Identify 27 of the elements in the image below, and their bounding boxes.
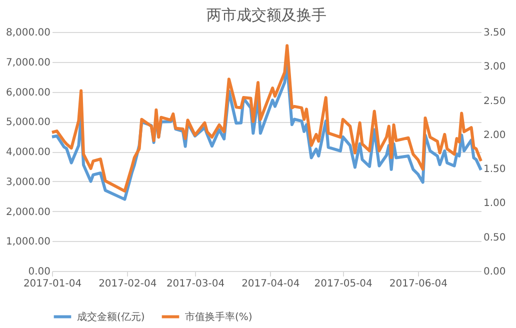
x-tick-label: 2017-02-04 bbox=[98, 278, 157, 290]
y-tick-label: 0.00 bbox=[28, 266, 50, 278]
y2-tick-label: 1.50 bbox=[484, 164, 506, 176]
y2-tick-label: 2.00 bbox=[484, 130, 506, 141]
legend-label: 市值换手率(%) bbox=[185, 310, 252, 323]
y-tick-label: 4,000.00 bbox=[6, 147, 50, 158]
y-tick-label: 8,000.00 bbox=[6, 28, 50, 38]
y-tick-label: 2,000.00 bbox=[6, 206, 50, 218]
x-tick-label: 2017-03-04 bbox=[166, 278, 225, 290]
y2-tick-label: 0.50 bbox=[484, 232, 506, 244]
x-tick-label: 2017-01-04 bbox=[23, 278, 82, 290]
y-tick-label: 1,000.00 bbox=[6, 236, 50, 248]
line-series bbox=[50, 44, 482, 193]
y2-tick-label: 3.00 bbox=[484, 62, 506, 73]
y-tick-label: 5,000.00 bbox=[6, 117, 50, 128]
x-tick-label: 2017-06-04 bbox=[389, 278, 448, 290]
x-tick-label: 2017-04-04 bbox=[242, 278, 300, 290]
chart-title: 两市成交额及换手 bbox=[206, 6, 326, 24]
y2-tick-label: 3.50 bbox=[484, 28, 506, 38]
y-tick-label: 3,000.00 bbox=[6, 176, 50, 188]
legend-label: 成交金额(亿元) bbox=[77, 310, 145, 323]
y-tick-label: 6,000.00 bbox=[6, 87, 50, 98]
x-tick-label: 2017-05-04 bbox=[314, 278, 372, 290]
y2-tick-label: 1.00 bbox=[484, 198, 506, 210]
y2-tick-label: 0.00 bbox=[484, 266, 506, 278]
y-tick-label: 7,000.00 bbox=[6, 57, 50, 68]
y2-tick-label: 2.50 bbox=[484, 96, 506, 107]
